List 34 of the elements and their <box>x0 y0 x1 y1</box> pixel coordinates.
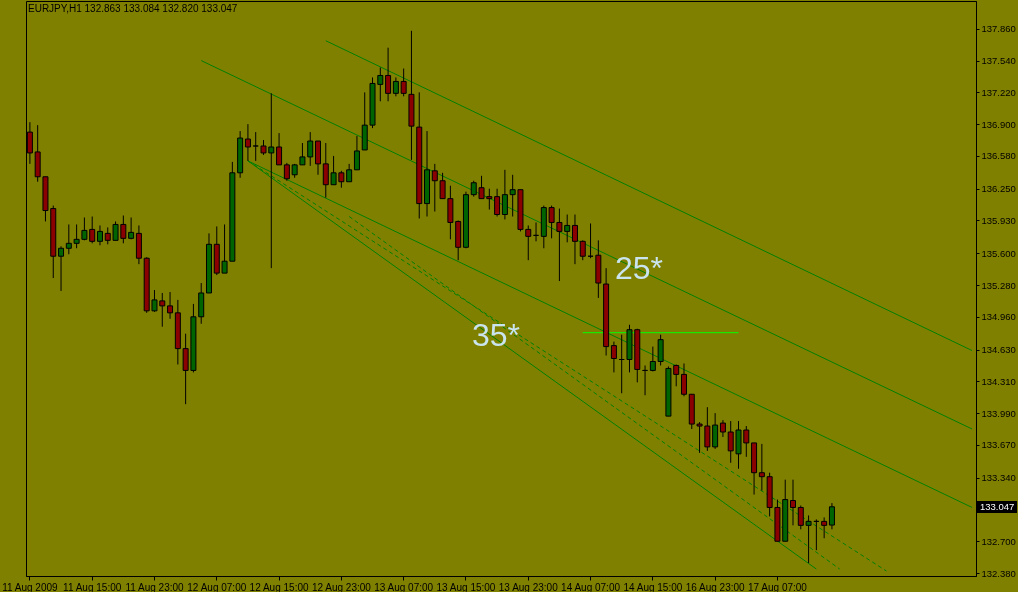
text: 133.047 <box>980 501 1015 512</box>
y-tick-label: 135.600 <box>981 247 1016 259</box>
y-tick-label: 135.930 <box>981 214 1016 226</box>
x-tick-label: 12 Aug 15:00 <box>249 581 309 592</box>
y-tick-label: 136.900 <box>981 118 1016 130</box>
y-tick-label: 132.700 <box>981 535 1016 547</box>
x-tick-label: 13 Aug 23:00 <box>498 581 559 592</box>
y-tick-label: 134.960 <box>981 311 1016 323</box>
y-tick-label: 134.630 <box>981 344 1016 356</box>
y-tick-label: 133.990 <box>981 407 1016 419</box>
y-tick-label: 135.280 <box>981 279 1016 291</box>
x-tick-label: 11 Aug 23:00 <box>125 581 185 592</box>
y-tick-label: 133.670 <box>981 439 1016 451</box>
chart-title: EURJPY,H1 132.863 133.084 132.820 133.047 <box>28 3 238 14</box>
x-tick-label: 11 Aug 2009 <box>2 581 59 592</box>
y-tick-label: 136.580 <box>981 150 1016 162</box>
x-tick-label: 16 Aug 23:00 <box>685 581 746 592</box>
y-tick-label: 137.220 <box>981 86 1016 98</box>
x-tick-label: 13 Aug 07:00 <box>374 581 434 592</box>
y-tick-label: 132.380 <box>981 567 1016 579</box>
x-tick-label: 17 Aug 07:00 <box>747 581 808 592</box>
annotation: 35* <box>471 317 521 353</box>
x-tick-label: 12 Aug 07:00 <box>187 581 247 592</box>
x-tick-label: 14 Aug 15:00 <box>623 581 683 592</box>
y-tick-label: 133.340 <box>981 472 1016 484</box>
y-tick-label: 134.310 <box>981 375 1016 387</box>
y-tick-label: 137.860 <box>981 23 1016 35</box>
y-tick-label: 137.540 <box>981 55 1016 67</box>
annotation: 25* <box>614 250 664 286</box>
y-tick-label: 136.250 <box>981 183 1016 195</box>
x-tick-label: 12 Aug 23:00 <box>311 581 372 592</box>
x-tick-label: 13 Aug 15:00 <box>436 581 496 592</box>
x-tick-label: 11 Aug 15:00 <box>63 581 122 592</box>
x-tick-label: 14 Aug 07:00 <box>561 581 621 592</box>
